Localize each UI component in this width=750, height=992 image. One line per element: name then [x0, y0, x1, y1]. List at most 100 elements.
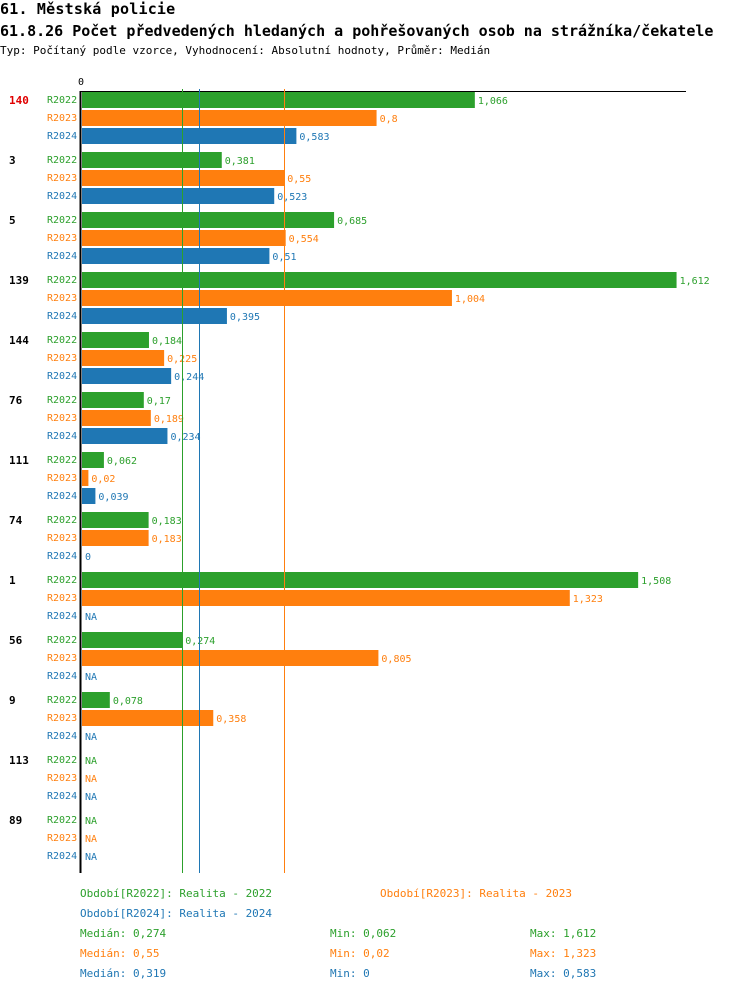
group-label: 9: [9, 694, 16, 707]
series-label: R2024: [47, 191, 77, 202]
bar: [82, 212, 335, 228]
data-label: 0,244: [174, 372, 204, 383]
bar: [82, 410, 151, 426]
series-label: R2022: [47, 275, 77, 286]
bar: [82, 488, 96, 504]
data-label: NA: [85, 774, 97, 785]
stat-min-r2023: Min: 0,02: [330, 947, 390, 960]
series-label: R2023: [47, 533, 77, 544]
data-label: 1,323: [573, 594, 603, 605]
group-label: 113: [9, 754, 29, 767]
data-label: 0,685: [337, 216, 367, 227]
group-label: 111: [9, 454, 29, 467]
bar: [82, 92, 475, 108]
data-label: 0,274: [185, 636, 215, 647]
series-label: R2023: [47, 473, 77, 484]
series-label: R2024: [47, 791, 77, 802]
bar: [82, 272, 677, 288]
bar: [82, 332, 149, 348]
series-label: R2024: [47, 551, 77, 562]
series-label: R2022: [47, 95, 77, 106]
bar: [82, 368, 172, 384]
series-label: R2024: [47, 611, 77, 622]
stat-max-r2023: Max: 1,323: [530, 947, 597, 960]
series-label: R2023: [47, 173, 77, 184]
bar: [82, 170, 285, 186]
group-label: 139: [9, 274, 29, 287]
series-label: R2022: [47, 635, 77, 646]
bar: [82, 530, 149, 546]
series-label: R2023: [47, 833, 77, 844]
bar: [82, 452, 104, 468]
stat-max-r2022: Max: 1,612: [530, 927, 597, 940]
data-label: NA: [85, 792, 97, 803]
series-label: R2022: [47, 335, 77, 346]
data-label: NA: [85, 732, 97, 743]
bar: [82, 248, 270, 264]
data-label: 1,612: [680, 276, 710, 287]
series-label: R2024: [47, 431, 77, 442]
data-label: 1,508: [641, 576, 671, 587]
bar: [82, 590, 570, 606]
data-label: 0: [85, 552, 91, 563]
data-label: NA: [85, 834, 97, 845]
bar: [82, 572, 639, 588]
series-label: R2023: [47, 353, 77, 364]
data-label: 0,358: [216, 714, 246, 725]
stat-median-r2022: Medián: 0,274: [80, 927, 167, 940]
series-label: R2023: [47, 413, 77, 424]
series-label: R2023: [47, 653, 77, 664]
bar: [82, 710, 214, 726]
series-label: R2022: [47, 395, 77, 406]
series-label: R2024: [47, 311, 77, 322]
bar: [82, 290, 452, 306]
data-label: NA: [85, 852, 97, 863]
data-label: 1,066: [478, 96, 508, 107]
series-label: R2023: [47, 713, 77, 724]
series-label: R2022: [47, 755, 77, 766]
data-label: 0,17: [147, 396, 171, 407]
bar: [82, 128, 297, 144]
bar: [82, 308, 227, 324]
bar: [82, 110, 377, 126]
data-label: NA: [85, 756, 97, 767]
axis-zero-label: 0: [78, 77, 84, 88]
bar: [82, 152, 222, 168]
series-label: R2022: [47, 455, 77, 466]
page-title: 61. Městská policie: [0, 0, 176, 18]
series-label: R2022: [47, 575, 77, 586]
series-label: R2024: [47, 671, 77, 682]
bar: [82, 512, 149, 528]
data-label: 0,381: [225, 156, 255, 167]
chart-type-line: Typ: Počítaný podle vzorce, Vyhodnocení:…: [0, 44, 491, 57]
data-label: 0,183: [152, 516, 182, 527]
legend-r2024: Období[R2024]: Realita - 2024: [80, 907, 273, 920]
series-label: R2024: [47, 851, 77, 862]
series-label: R2024: [47, 251, 77, 262]
data-label: 0,234: [170, 432, 200, 443]
group-label: 144: [9, 334, 29, 347]
data-label: 0,02: [91, 474, 115, 485]
data-label: 0,523: [277, 192, 307, 203]
bar: [82, 230, 286, 246]
group-label: 76: [9, 394, 23, 407]
group-label: 56: [9, 634, 23, 647]
data-label: 0,184: [152, 336, 182, 347]
stat-max-r2024: Max: 0,583: [530, 967, 597, 980]
data-label: 0,062: [107, 456, 137, 467]
series-label: R2024: [47, 131, 77, 142]
series-label: R2024: [47, 491, 77, 502]
stat-median-r2024: Medián: 0,319: [80, 967, 167, 980]
stat-min-r2022: Min: 0,062: [330, 927, 397, 940]
data-label: NA: [85, 672, 97, 683]
series-label: R2023: [47, 773, 77, 784]
data-label: 0,039: [98, 492, 128, 503]
legend-r2022: Období[R2022]: Realita - 2022: [80, 887, 273, 900]
bar: [82, 188, 275, 204]
group-label: 5: [9, 214, 16, 227]
bar: [82, 428, 168, 444]
bar: [82, 350, 165, 366]
data-label: NA: [85, 612, 97, 623]
stat-min-r2024: Min: 0: [330, 967, 370, 980]
series-label: R2022: [47, 215, 77, 226]
